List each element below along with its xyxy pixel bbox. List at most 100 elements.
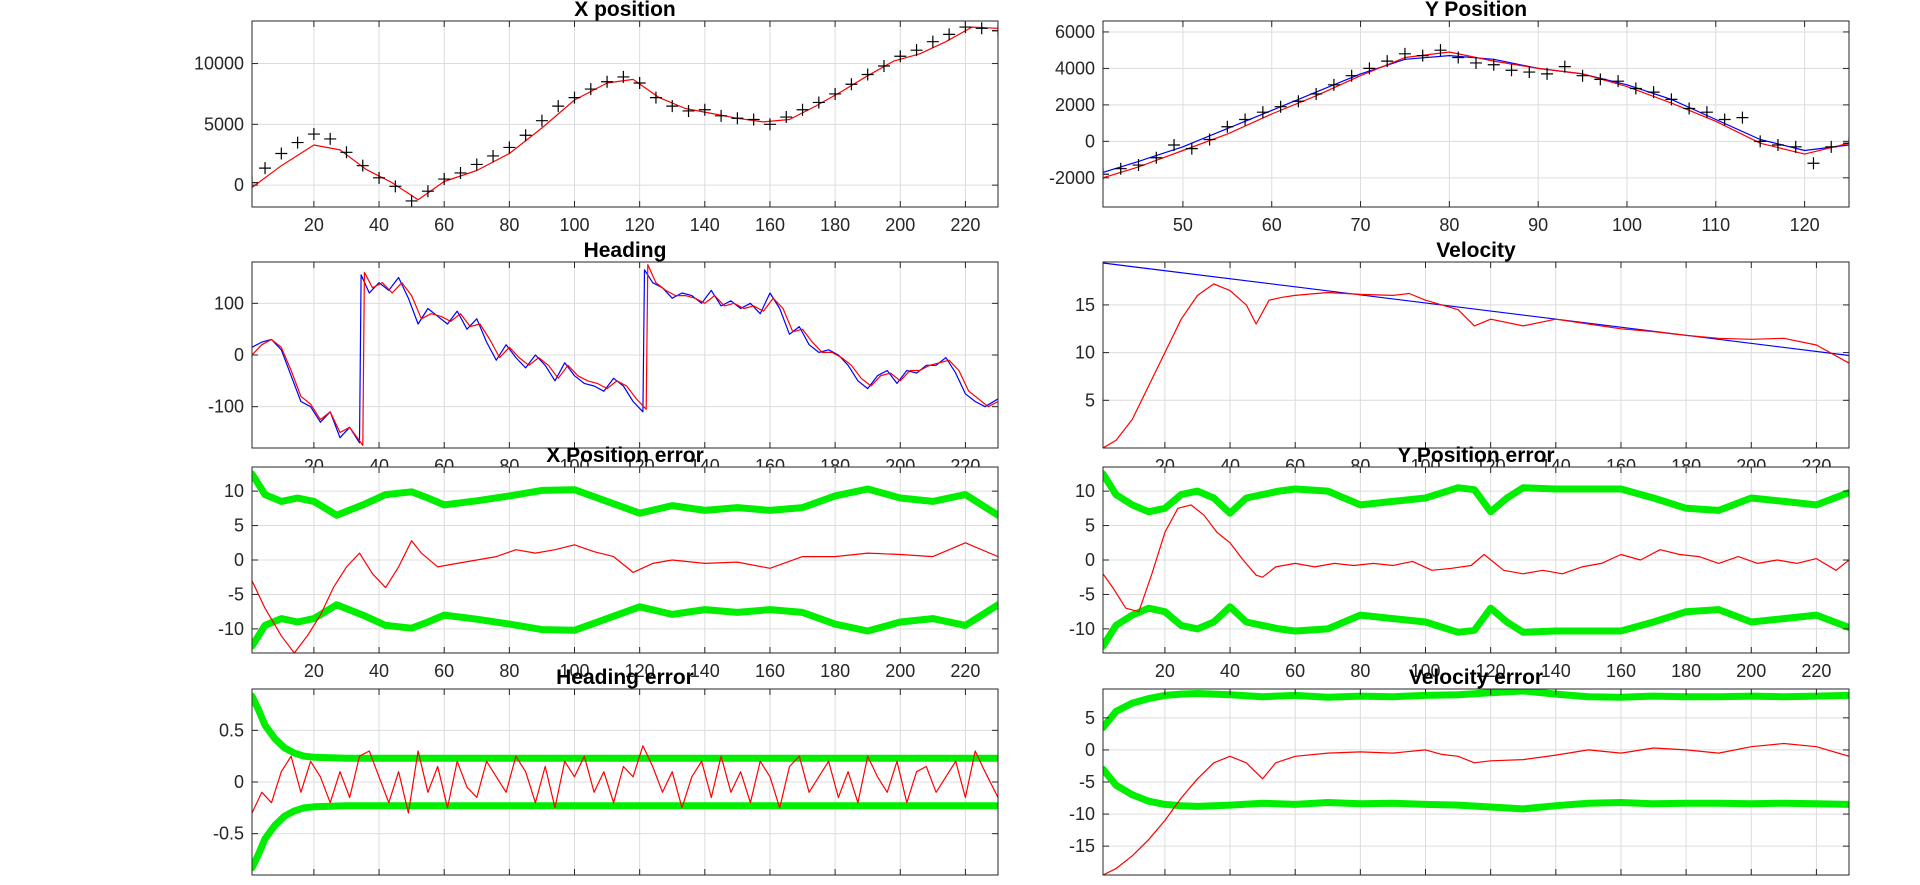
- chart-title: Velocity error: [1409, 666, 1543, 689]
- x-tick-label: 140: [690, 883, 720, 885]
- data-point: [1576, 69, 1589, 82]
- data-point: [1274, 100, 1287, 113]
- x-tick-label: 20: [304, 883, 324, 885]
- series-line-2: [1103, 504, 1849, 613]
- y-tick-label: 0: [234, 772, 244, 792]
- data-point: [252, 176, 258, 189]
- velocity-error-plot: 20 40 60 80 100 120 140 160 180 200 220 -15 -10 -5 0 5 V…: [1069, 666, 1850, 885]
- data-point: [812, 96, 825, 109]
- x-tick-label: 90: [1528, 215, 1548, 235]
- data-point: [731, 112, 744, 125]
- x-tick-label: 80: [499, 883, 519, 885]
- data-point: [1612, 75, 1625, 88]
- data-point: [877, 59, 890, 72]
- x-tick-label: 120: [625, 661, 655, 681]
- x-tick-label: 180: [1671, 883, 1701, 885]
- data-point: [617, 70, 630, 83]
- data-point: [1292, 95, 1305, 108]
- data-point: [910, 44, 923, 57]
- y-position-plot: 50 60 70 80 90 100 110 120 -2000 0 2000 4000 6000 Y P…: [1049, 0, 1850, 235]
- series-line-2: [252, 540, 998, 653]
- x-tick-label: 120: [625, 215, 655, 235]
- x-tick-label: 160: [1606, 883, 1636, 885]
- data-point: [1647, 86, 1660, 99]
- x-tick-label: 60: [1285, 661, 1305, 681]
- velocity-plot: 20 40 60 80 100 120 140 160 180 200 22051015Veloci…: [1075, 239, 1850, 476]
- data-point: [1416, 49, 1429, 62]
- x-tick-label: 140: [1541, 883, 1571, 885]
- x-tick-label: 60: [1285, 883, 1305, 885]
- x-tick-label: 40: [369, 661, 389, 681]
- data-point: [1150, 151, 1163, 164]
- data-point: [1363, 62, 1376, 75]
- y-tick-label: -2000: [1049, 168, 1095, 188]
- series-group: [1103, 262, 1849, 448]
- chart-title: Y Position error: [1397, 444, 1554, 467]
- series-group: [1103, 470, 1849, 650]
- data-point: [666, 100, 679, 113]
- x-tick-label: 160: [1606, 661, 1636, 681]
- data-point: [1771, 139, 1784, 151]
- x-tick-label: 120: [1476, 883, 1506, 885]
- y-tick-label: -100: [208, 397, 244, 417]
- measurement-markers: [1103, 44, 1849, 181]
- x-tick-label: 180: [820, 215, 850, 235]
- data-point: [1381, 55, 1394, 68]
- x-tick-label: 200: [1736, 661, 1766, 681]
- data-point: [584, 83, 597, 96]
- x-tick-label: 80: [1439, 215, 1459, 235]
- data-point: [1470, 56, 1482, 69]
- x-tick-label: 220: [950, 883, 980, 885]
- y-tick-label: 0: [1085, 131, 1095, 151]
- data-point: [601, 75, 614, 88]
- data-point: [568, 91, 581, 104]
- x-tick-label: 40: [369, 883, 389, 885]
- series-group: [252, 470, 998, 653]
- series-group: [252, 264, 998, 446]
- y-tick-label: 2000: [1055, 95, 1095, 115]
- data-point: [1825, 140, 1838, 153]
- y-tick-label: -10: [1069, 619, 1095, 639]
- x-tick-label: 40: [1220, 883, 1240, 885]
- series-group: [252, 692, 998, 872]
- x-tick-label: 20: [1155, 661, 1175, 681]
- series-line-0: [1103, 470, 1849, 517]
- data-point: [715, 109, 728, 122]
- chart-title: Heading: [584, 239, 667, 262]
- data-point: [1843, 137, 1849, 150]
- data-point: [307, 128, 320, 141]
- x-tick-label: 60: [1262, 215, 1282, 235]
- y-tick-label: -0.5: [213, 824, 244, 844]
- series-line-2: [1103, 742, 1849, 875]
- x-tick-label: 60: [434, 883, 454, 885]
- x-tick-label: 200: [1736, 883, 1766, 885]
- y-tick-label: -5: [1079, 772, 1095, 792]
- y-tick-label: -10: [1069, 804, 1095, 824]
- x-tick-label: 50: [1173, 215, 1193, 235]
- data-point: [1541, 67, 1554, 80]
- x-tick-label: 80: [1350, 661, 1370, 681]
- data-point: [1683, 102, 1696, 115]
- data-point: [649, 91, 662, 104]
- measurement-markers: [252, 21, 998, 207]
- data-point: [1310, 87, 1323, 100]
- x-tick-label: 100: [559, 661, 589, 681]
- series-line-2: [252, 745, 998, 814]
- x-tick-label: 80: [499, 661, 519, 681]
- x-tick-label: 100: [1410, 883, 1440, 885]
- x-tick-label: 180: [820, 883, 850, 885]
- data-point: [1114, 162, 1127, 175]
- x-tick-label: 40: [369, 215, 389, 235]
- series-line-0: [1103, 55, 1849, 173]
- data-point: [633, 77, 646, 89]
- y-tick-label: 0: [1085, 550, 1095, 570]
- data-point: [503, 141, 516, 154]
- data-point: [356, 159, 369, 172]
- data-point: [1629, 82, 1642, 95]
- y-position-error-plot: 20 40 60 80 100 120 140 160 180 200 220 -10 -5 0 5 10 Y …: [1069, 444, 1850, 681]
- data-point: [487, 149, 500, 162]
- data-point: [405, 194, 418, 207]
- y-tick-label: 100: [214, 293, 244, 313]
- data-point: [1103, 168, 1109, 181]
- series-line-1: [1103, 603, 1849, 650]
